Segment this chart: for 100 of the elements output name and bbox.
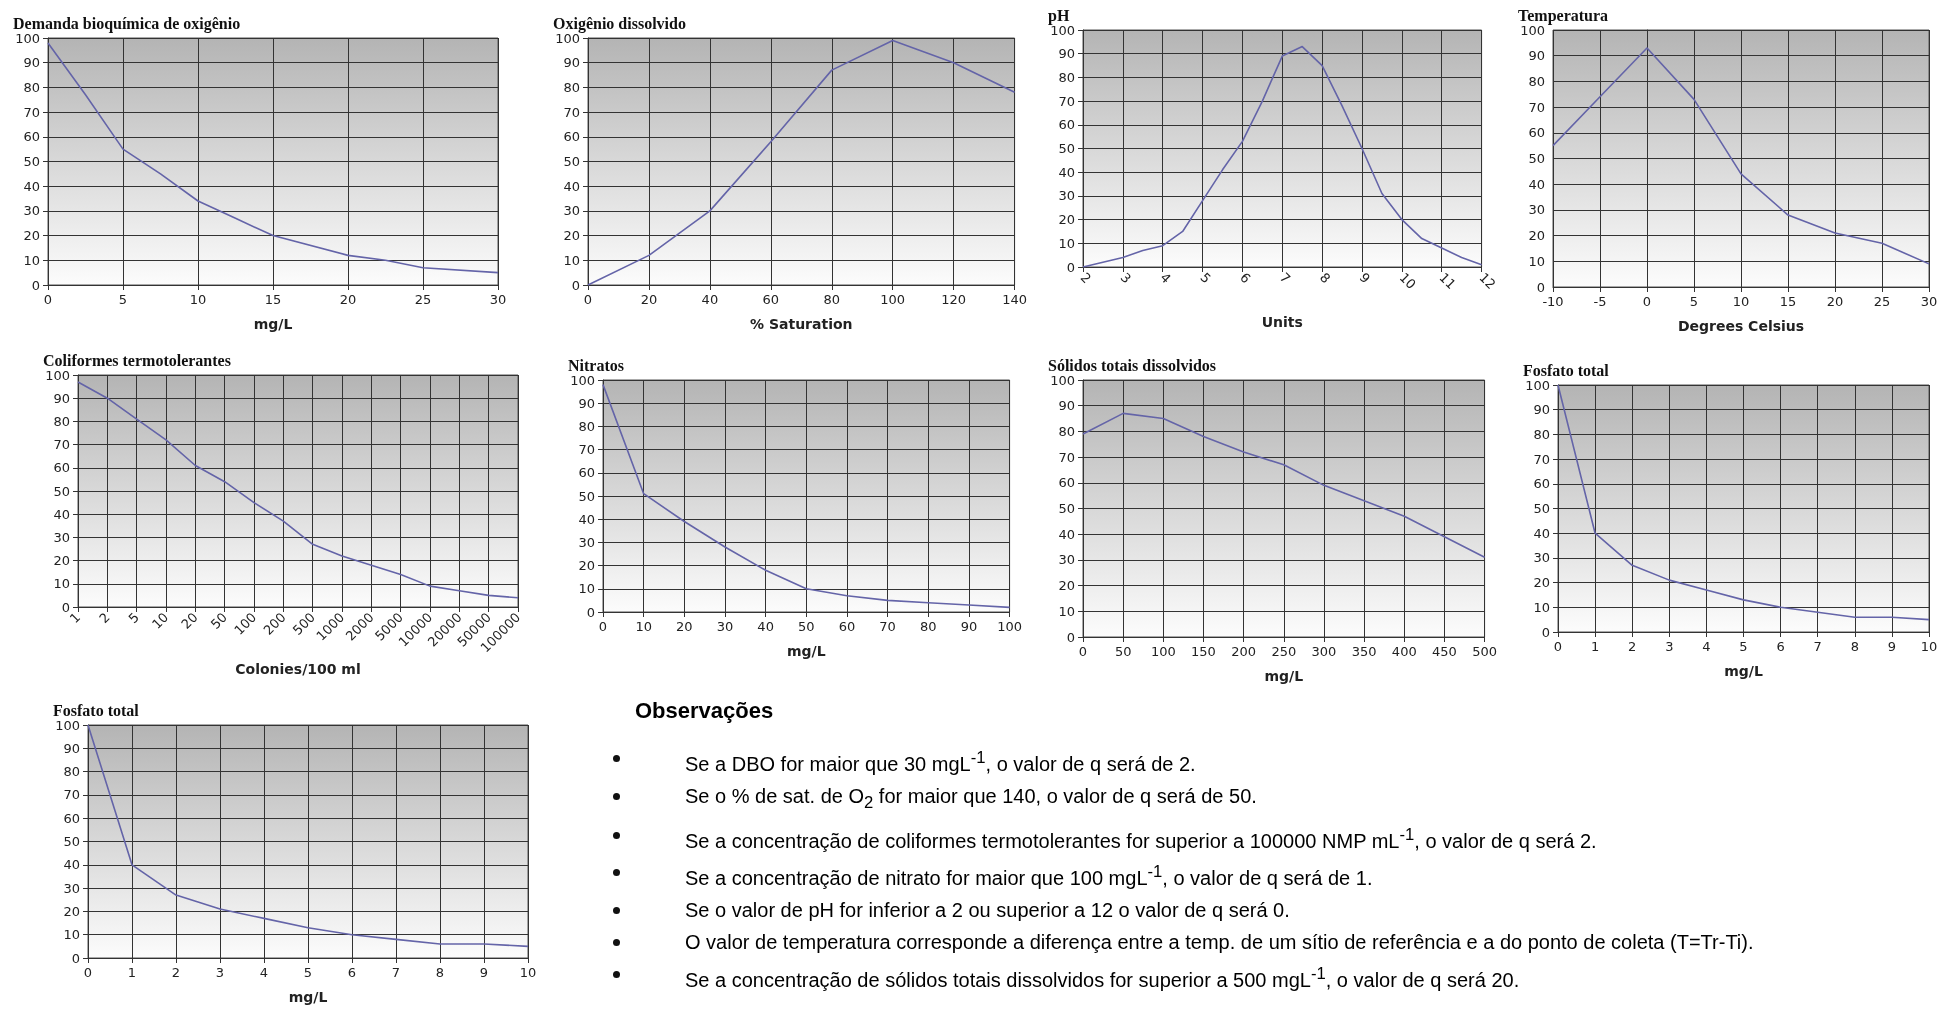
y-tick-label: 80 <box>23 79 40 95</box>
x-tick-label: 0 <box>598 619 608 634</box>
chart-title: pH <box>1048 6 1070 25</box>
text: O valor de temperatura corresponde a diferença entre a temp. de um sítio de referência e a do ponto de coleta (T=Tr-Ti). <box>684 929 1755 955</box>
x-tick-label: 90 <box>960 619 978 634</box>
y-tick-label: 40 <box>53 506 70 522</box>
y-tick-label: 80 <box>1058 423 1075 439</box>
x-tick-label: 0 <box>43 292 53 307</box>
x-tick-label: 2 <box>96 609 113 627</box>
x-tick-label: 20 <box>1826 294 1844 309</box>
y-tick-label: 90 <box>1058 46 1075 62</box>
x-tick-label: 5 <box>303 965 313 980</box>
y-tick-label: 60 <box>53 460 70 476</box>
x-tick-label: 0 <box>1642 294 1652 309</box>
chart-title: Oxigênio dissolvido <box>553 14 686 33</box>
y-tick-label: 70 <box>23 104 40 120</box>
x-tick-label: 8 <box>1850 639 1859 654</box>
y-tick-label: 10 <box>1528 253 1545 269</box>
y-tick-label: 100 <box>55 717 80 733</box>
x-tick-label: 300 <box>1311 644 1337 659</box>
x-axis-title: mg/L <box>786 643 826 659</box>
y-tick-label: 90 <box>1528 48 1545 64</box>
line-series <box>1552 47 1930 265</box>
x-tick-label: 120 <box>941 292 967 307</box>
y-tick-label: 0 <box>71 950 80 966</box>
text: Se a concentração de coliformes termotolerantes for superior a 100000 NMP mL$^{-1}$, o valor de q será 2. <box>684 823 1598 854</box>
y-tick-label: 60 <box>63 810 80 826</box>
x-tick-label: 0 <box>83 965 93 980</box>
x-tick-label: 9 <box>1356 269 1374 287</box>
y-tick-label: 20 <box>1533 575 1550 591</box>
x-tick-label: 100 <box>1150 644 1176 659</box>
x-tick-label: 12 <box>1476 269 1499 292</box>
y-tick-label: 90 <box>1058 398 1075 414</box>
y-tick-label: 80 <box>1533 426 1550 442</box>
y-tick-label: 60 <box>1058 117 1075 133</box>
x-tick-label: 100 <box>231 609 260 638</box>
y-tick-label: 50 <box>1528 151 1545 166</box>
y-tick-label: 100 <box>15 30 40 46</box>
x-tick-label: 5 <box>1689 294 1699 309</box>
y-tick-label: 70 <box>1528 99 1545 115</box>
y-tick-label: 0 <box>1066 259 1075 275</box>
y-tick-label: 100 <box>1050 372 1075 388</box>
y-tick-label: 40 <box>578 511 595 527</box>
y-tick-label: 60 <box>578 465 595 481</box>
x-tick-label: 6 <box>1776 639 1785 654</box>
x-tick-label: 1 <box>1590 639 1600 654</box>
y-tick-label: 70 <box>1058 449 1075 465</box>
chart-title: Coliformes termotolerantes <box>43 351 231 369</box>
x-tick-label: 20 <box>178 609 201 632</box>
y-tick-label: 90 <box>563 55 580 71</box>
y-tick-label: 0 <box>61 599 70 615</box>
x-tick-label: 350 <box>1351 644 1377 659</box>
x-tick-label: 3 <box>1117 269 1135 287</box>
x-tick-label: -5 <box>1593 294 1607 309</box>
x-axis-title: % Saturation <box>750 316 853 332</box>
y-tick-label: 50 <box>53 483 70 499</box>
text: Se a concentração de sólidos totais dissolvidos for superior a 500 mgL$^{-1}$, o valor de q será 20. <box>684 962 1521 993</box>
y-tick-label: 100 <box>570 372 595 388</box>
x-tick-label: 10 <box>1920 639 1938 654</box>
chart-title: Nitratos <box>568 356 624 374</box>
x-tick-label: 10 <box>635 619 652 634</box>
x-tick-label: 100 <box>880 292 906 307</box>
x-tick-label: 4 <box>1157 269 1174 287</box>
x-tick-label: 30 <box>489 292 507 307</box>
x-tick-label: 400 <box>1391 644 1417 659</box>
y-tick-label: 90 <box>1533 402 1550 418</box>
y-tick-label: 80 <box>53 413 70 429</box>
chart-title: Sólidos totais dissolvidos <box>1048 356 1217 374</box>
x-tick-label: 3 <box>1665 639 1674 654</box>
y-tick-label: 40 <box>23 178 40 194</box>
x-tick-label: 40 <box>701 292 719 307</box>
y-tick-label: 20 <box>23 228 40 244</box>
y-tick-label: 90 <box>23 55 40 71</box>
y-tick-label: 20 <box>578 558 595 574</box>
x-tick-label: 15 <box>264 292 282 307</box>
x-tick-label: 20 <box>640 292 658 307</box>
x-tick-label: 25 <box>414 292 432 307</box>
x-tick-label: 80 <box>823 292 841 307</box>
y-tick-label: 70 <box>63 787 80 803</box>
x-tick-label: 3 <box>215 965 225 980</box>
x-tick-label: 20 <box>339 292 357 307</box>
x-axis-title: Units <box>1261 314 1303 330</box>
x-tick-label: 450 <box>1432 644 1457 659</box>
y-tick-label: 60 <box>1533 476 1550 492</box>
text: Se o % de sat. de O$_{2}$ for maior que 140, o valor de q será de 50. <box>684 783 1258 814</box>
x-tick-label: 80 <box>920 619 937 634</box>
y-tick-label: 20 <box>53 553 70 569</box>
x-tick-label: 30 <box>716 619 734 634</box>
x-tick-label: 70 <box>879 619 896 634</box>
y-tick-label: 10 <box>563 252 580 268</box>
y-tick-label: 30 <box>23 203 40 219</box>
x-tick-label: 10 <box>519 965 537 980</box>
x-tick-label: 15 <box>1779 294 1797 309</box>
y-tick-label: 20 <box>63 903 80 919</box>
y-tick-label: 90 <box>578 395 595 411</box>
x-tick-label: 5 <box>118 292 128 307</box>
y-tick-label: 70 <box>53 437 70 453</box>
y-tick-label: 50 <box>563 154 580 169</box>
x-tick-label: 4 <box>1702 639 1711 654</box>
x-tick-label: 200 <box>1231 644 1257 659</box>
